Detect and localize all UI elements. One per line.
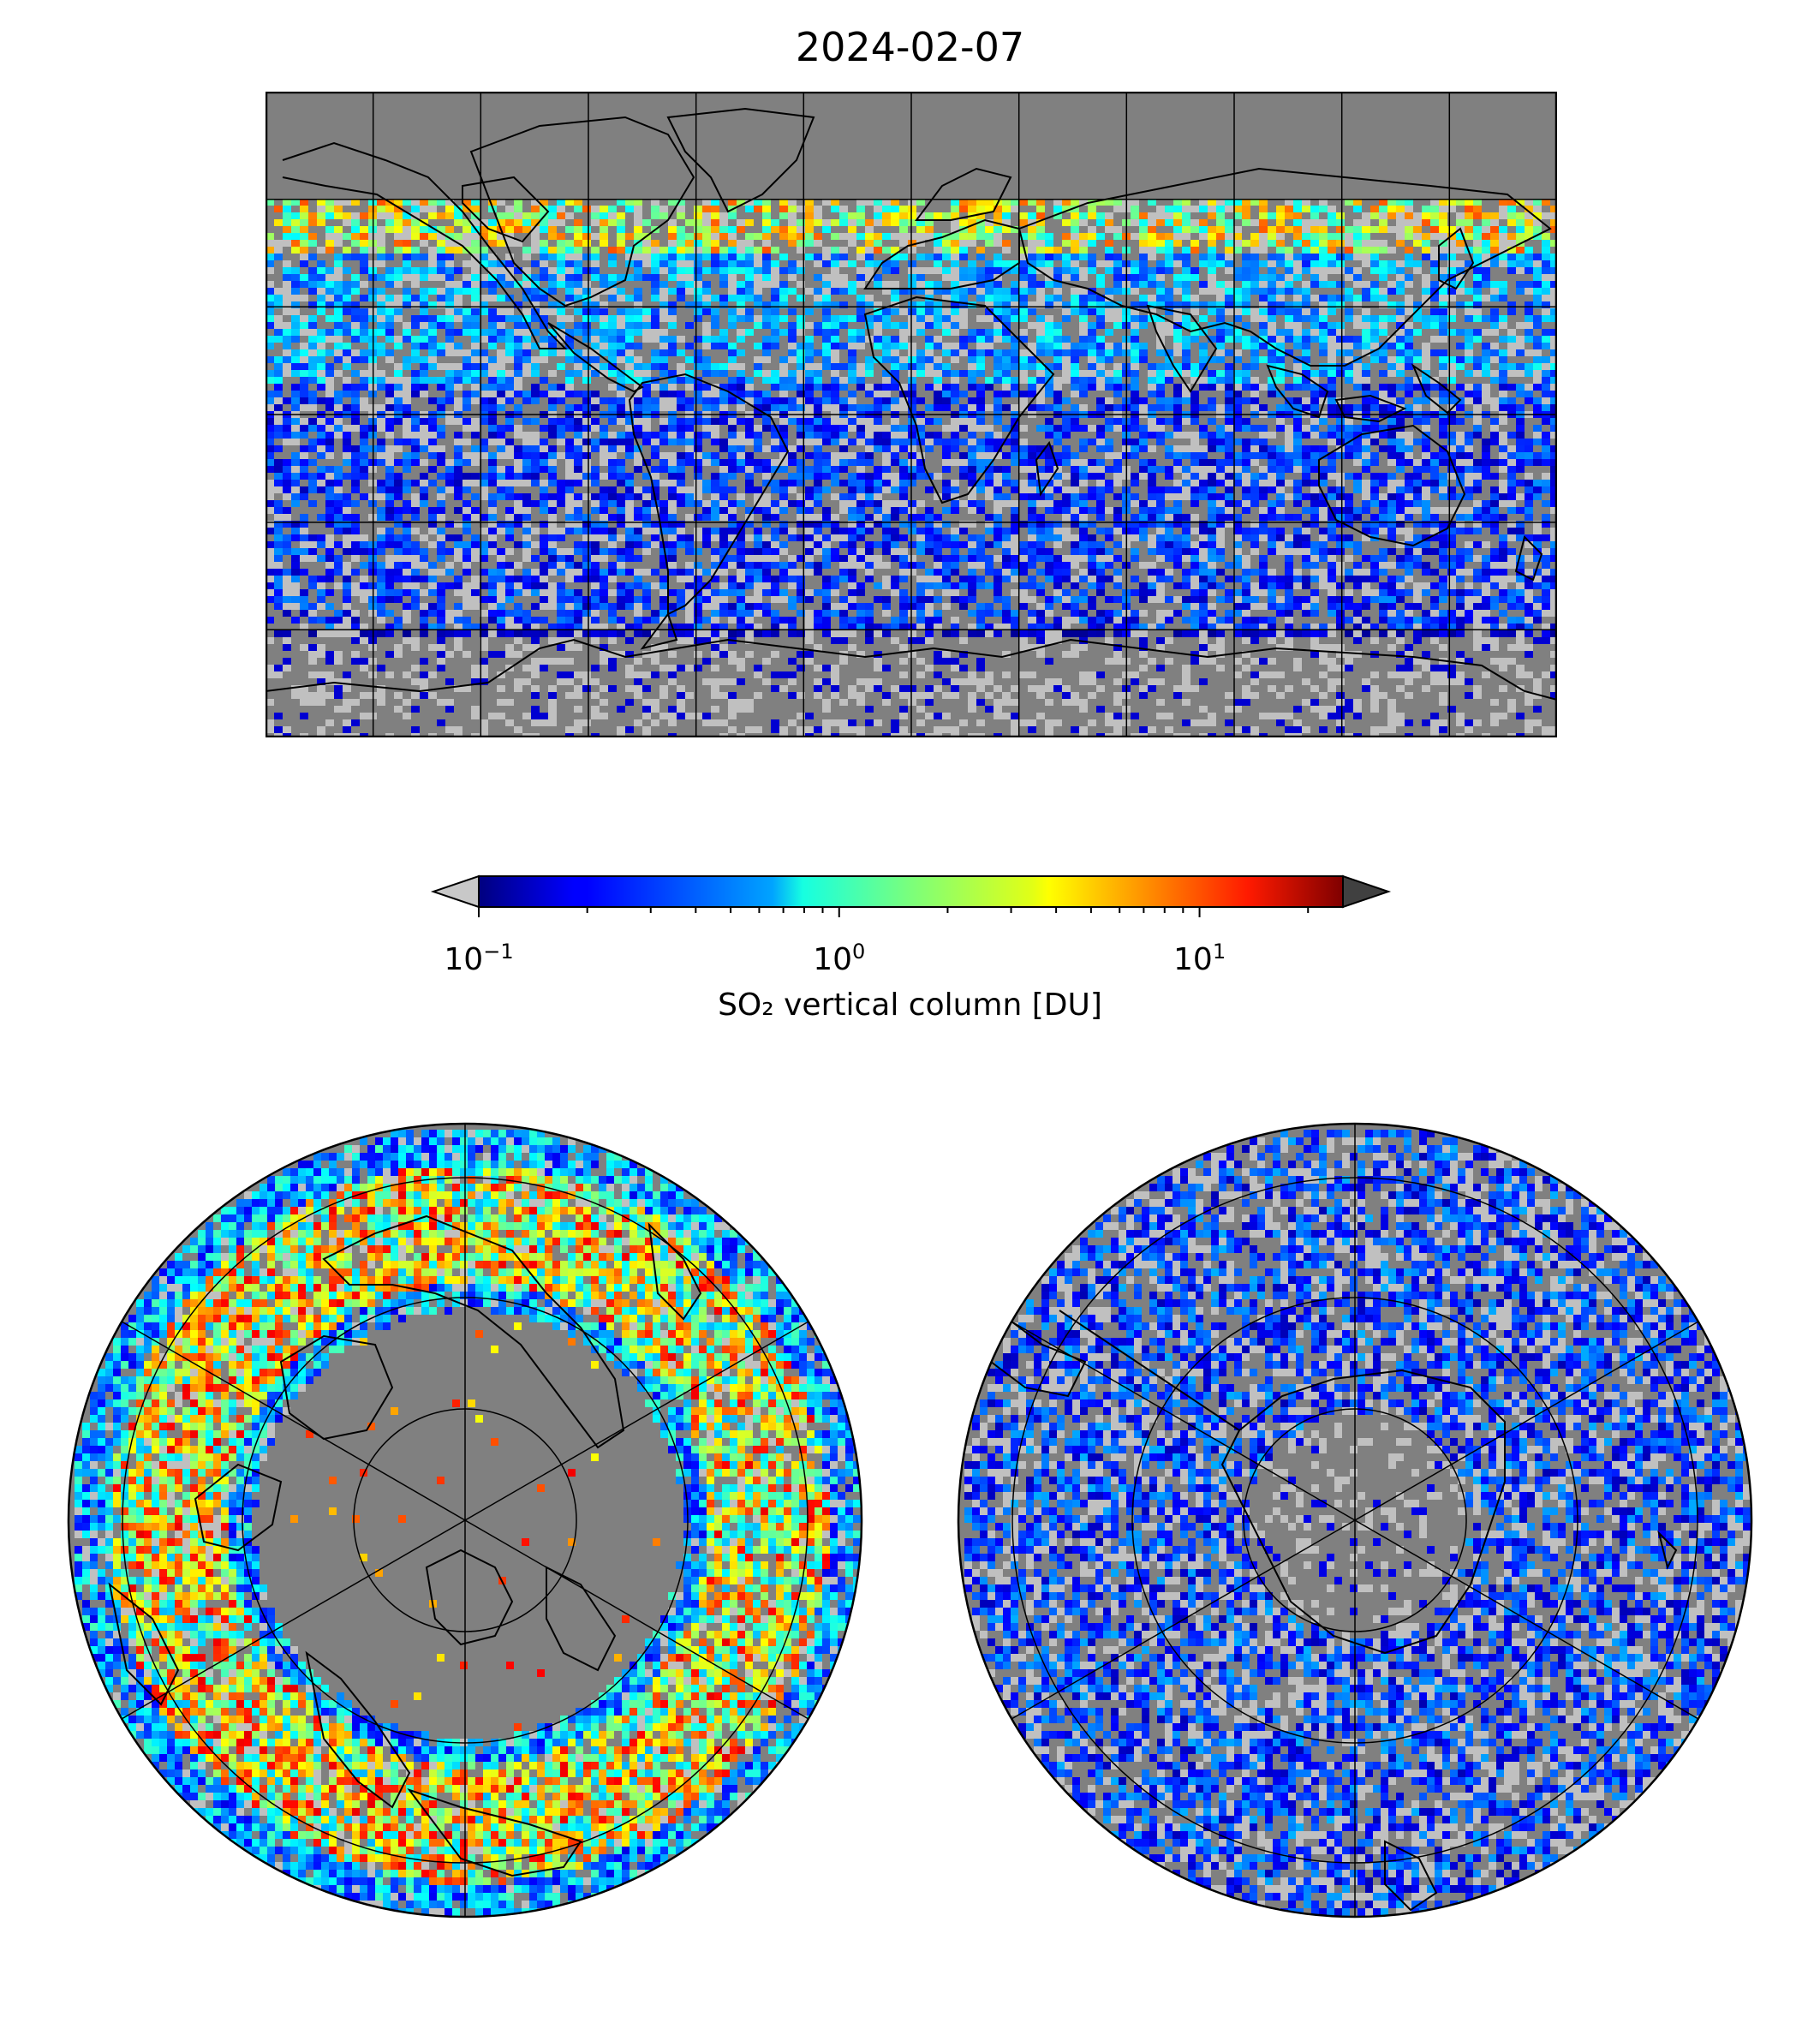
colorbar-gradient	[478, 875, 1344, 908]
colorbar	[430, 874, 1392, 917]
colorbar-over-extension	[1342, 874, 1392, 909]
north-polar-frame	[67, 1122, 863, 1919]
north-polar-data-cells	[75, 1130, 862, 1917]
colorbar-tick-label: 101	[1173, 940, 1226, 977]
global-graticule	[266, 92, 1557, 737]
global-map-frame	[266, 92, 1557, 737]
global-map	[266, 92, 1557, 737]
south-polar-frame	[957, 1122, 1753, 1919]
south-polar-map	[957, 1122, 1753, 1919]
colorbar-label: SO₂ vertical column [DU]	[718, 988, 1102, 1023]
figure-title: 2024-02-07	[795, 24, 1025, 70]
north-polar-map	[67, 1122, 863, 1919]
global-data-cells	[266, 199, 1557, 737]
south-polar-coastlines	[972, 1310, 1678, 1912]
colorbar-tick-label: 10−1	[444, 940, 514, 977]
colorbar-tick-marks	[478, 907, 1310, 917]
colorbar-tick-label: 100	[813, 940, 866, 977]
colorbar-under-extension	[430, 874, 480, 909]
south-polar-graticule	[1011, 1124, 1699, 1917]
north-polar-coastlines	[108, 1214, 702, 1877]
north-polar-graticule	[121, 1124, 809, 1917]
